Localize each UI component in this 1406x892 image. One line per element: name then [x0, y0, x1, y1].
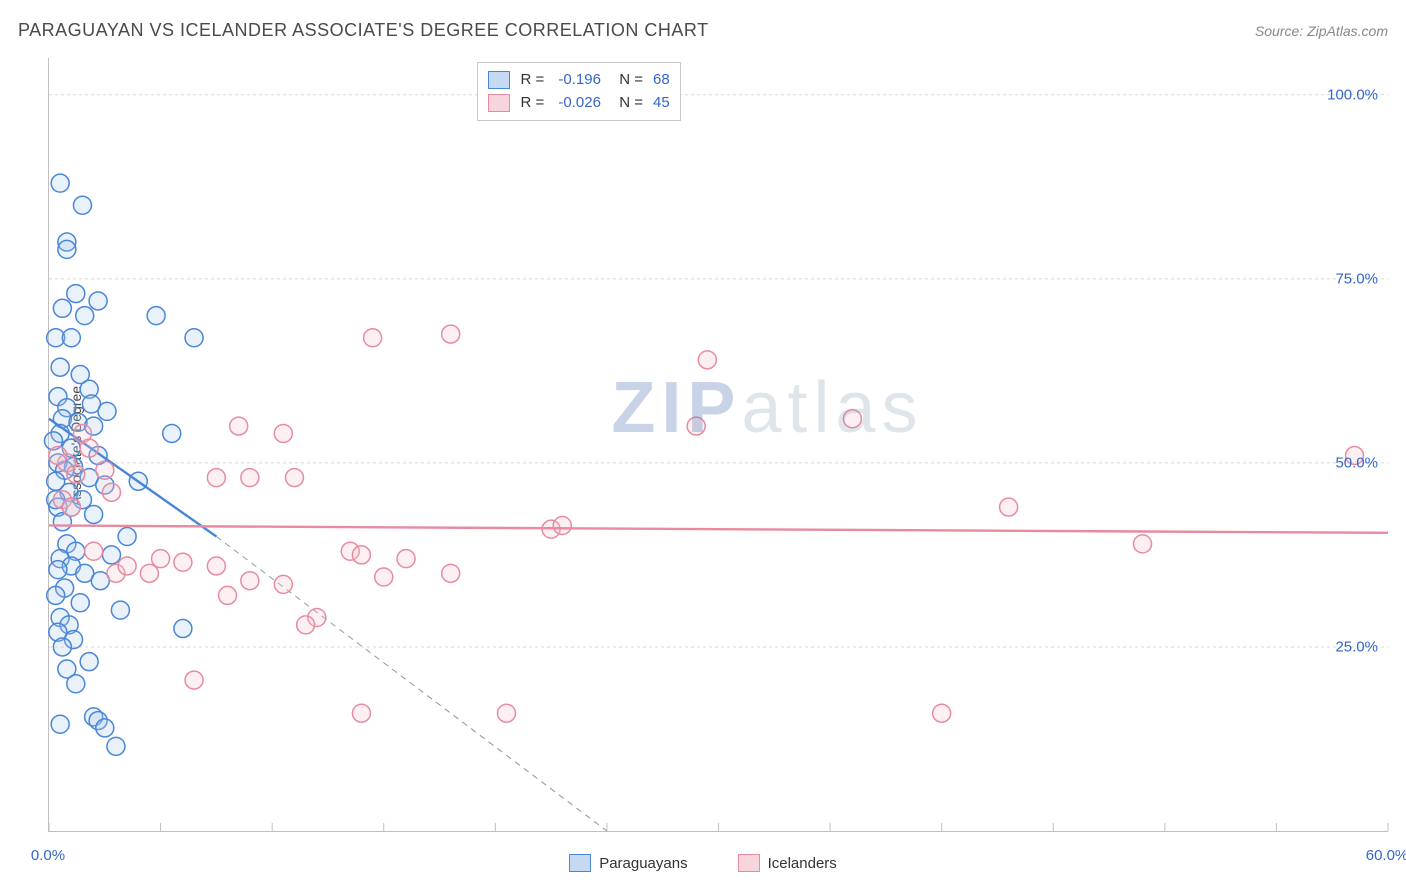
n-label: N =: [611, 69, 643, 92]
legend-swatch: [488, 71, 510, 89]
plot-area: ZIPatlas R = -0.196 N =68R = -0.026 N =4…: [48, 58, 1388, 832]
y-tick-label: 25.0%: [1335, 638, 1378, 655]
r-label: R =: [520, 92, 544, 115]
bottom-legend: Paraguayans Icelanders: [0, 854, 1406, 872]
n-value: 68: [653, 69, 670, 92]
chart-title: PARAGUAYAN VS ICELANDER ASSOCIATE'S DEGR…: [18, 20, 709, 41]
x-tick-label: 0.0%: [31, 847, 65, 864]
r-value: -0.196: [554, 69, 601, 92]
legend-swatch: [569, 854, 591, 872]
stats-row: R = -0.026 N = 45: [488, 92, 669, 115]
n-value: 45: [653, 92, 670, 115]
legend-swatch: [738, 854, 760, 872]
x-tick-label: 60.0%: [1366, 847, 1406, 864]
legend-item: Paraguayans: [569, 854, 687, 872]
legend-label: Icelanders: [768, 855, 837, 872]
correlation-stats-box: R = -0.196 N = 68 R = -0.026 N = 45: [477, 62, 680, 121]
r-label: R =: [520, 69, 544, 92]
r-value: -0.026: [554, 92, 601, 115]
legend-swatch: [488, 94, 510, 112]
n-label: N =: [611, 92, 643, 115]
y-tick-label: 50.0%: [1335, 454, 1378, 471]
legend-item: Icelanders: [738, 854, 837, 872]
scatter-plot-svg: [49, 58, 1388, 831]
stats-row: R = -0.196 N = 68: [488, 69, 669, 92]
y-tick-label: 100.0%: [1327, 86, 1378, 103]
source-attribution: Source: ZipAtlas.com: [1255, 23, 1388, 39]
header: PARAGUAYAN VS ICELANDER ASSOCIATE'S DEGR…: [18, 20, 1388, 41]
y-tick-label: 75.0%: [1335, 270, 1378, 287]
legend-label: Paraguayans: [599, 855, 687, 872]
